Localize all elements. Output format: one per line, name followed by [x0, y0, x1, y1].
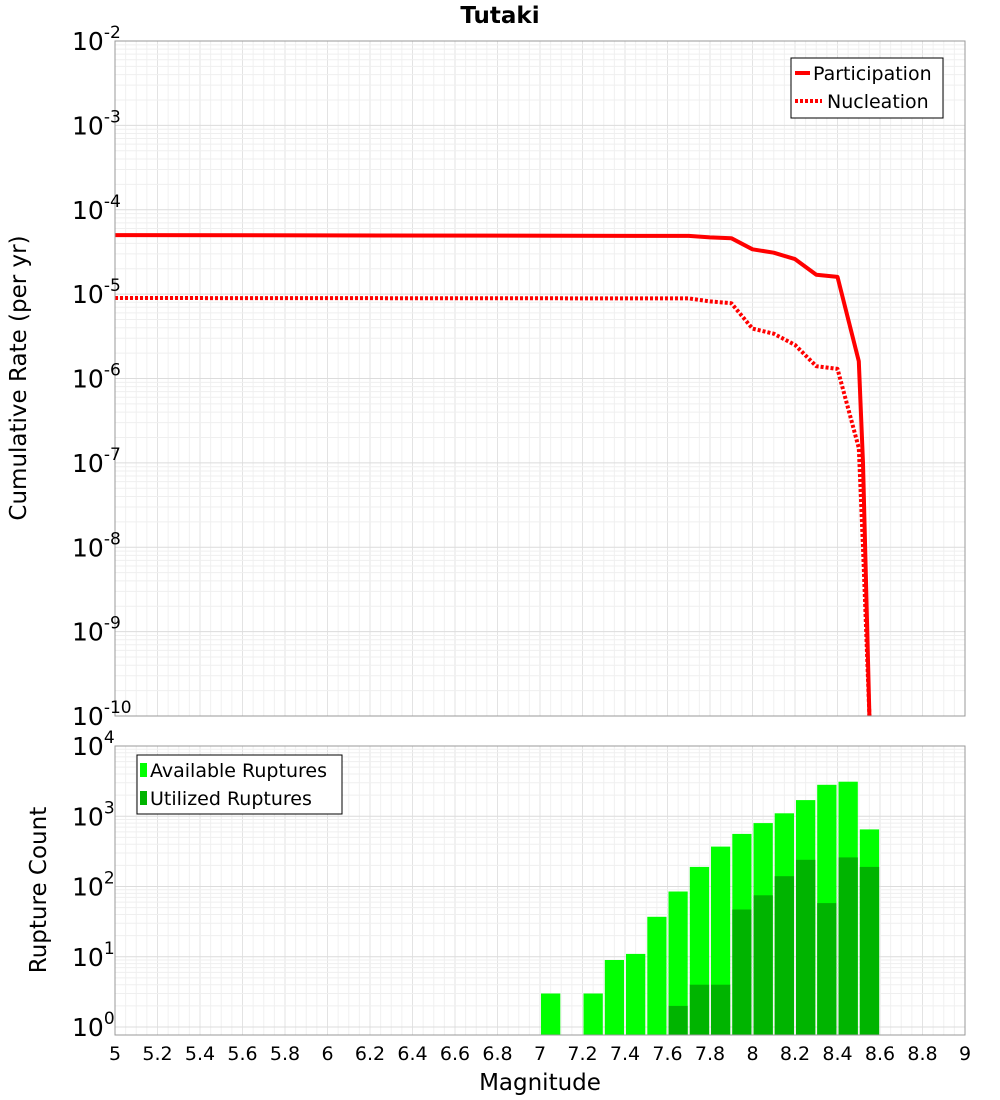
- series-line-nucleation: [114, 296, 872, 717]
- bottom-y-tick-label: 102: [72, 869, 115, 902]
- bar-utilized-ruptures: [711, 984, 731, 1035]
- top-y-tick-label: 10-9: [72, 614, 121, 647]
- bar-available-ruptures: [668, 891, 688, 1035]
- x-tick-label: 7.4: [610, 1043, 640, 1065]
- x-tick-label: 6: [321, 1043, 333, 1065]
- bar-available-ruptures: [626, 953, 646, 1035]
- bar-available-ruptures: [583, 993, 603, 1035]
- x-tick-label: 5.8: [270, 1043, 300, 1065]
- x-tick-label: 7.2: [567, 1043, 597, 1065]
- x-tick-label: 8.8: [907, 1043, 937, 1065]
- x-tick-label: 5.4: [185, 1043, 215, 1065]
- x-tick-label: 6.6: [440, 1043, 470, 1065]
- x-tick-label: 8.6: [865, 1043, 895, 1065]
- bottom-y-tick-label: 100: [72, 1009, 115, 1042]
- bottom-plot-frame: [114, 745, 966, 1036]
- top-legend: Participation Nucleation: [790, 57, 944, 119]
- x-axis-label: Magnitude: [479, 1070, 601, 1096]
- bottom-panel-bars: [541, 781, 880, 1035]
- x-tick-label: 5.2: [142, 1043, 172, 1065]
- bar-utilized-ruptures: [838, 857, 858, 1035]
- bar-utilized-ruptures: [689, 984, 710, 1035]
- bar-utilized-ruptures: [774, 876, 794, 1035]
- x-tick-label: 6.4: [397, 1043, 427, 1065]
- x-tick-label: 8.2: [780, 1043, 810, 1065]
- x-tick-label: 5.6: [227, 1043, 257, 1065]
- bottom-y-axis-label: Rupture Count: [26, 807, 52, 973]
- x-tick-label: 7.6: [652, 1043, 682, 1065]
- top-y-tick-label: 10-2: [72, 23, 121, 56]
- top-y-tick-label: 10-10: [72, 698, 132, 731]
- top-panel-grid: [114, 41, 966, 717]
- bottom-legend-box: [136, 754, 343, 815]
- top-y-tick-label: 10-3: [72, 107, 121, 140]
- top-y-tick-label: 10-8: [72, 529, 121, 562]
- x-tick-label: 6.8: [482, 1043, 512, 1065]
- bar-utilized-ruptures: [796, 859, 816, 1035]
- top-y-tick-label: 10-4: [72, 192, 121, 225]
- x-tick-label: 6.2: [355, 1043, 385, 1065]
- bar-available-ruptures: [647, 916, 667, 1035]
- x-tick-label: 7.8: [695, 1043, 725, 1065]
- top-plot-frame: [114, 40, 966, 717]
- top-y-tick-label: 10-7: [72, 445, 121, 478]
- series-line-participation: [114, 233, 872, 717]
- bottom-y-tick-label: 104: [72, 728, 115, 761]
- top-y-tick-labels: 10-10 10-9 10-8 10-7 10-6 10-5 10-4 10-3 10-2: [72, 23, 132, 731]
- bar-utilized-ruptures: [668, 1005, 688, 1035]
- top-panel-series: [114, 233, 872, 717]
- x-tick-label: 7: [534, 1043, 546, 1065]
- top-legend-box: [790, 57, 944, 119]
- x-tick-label: 5: [109, 1043, 121, 1065]
- top-y-tick-label: 10-5: [72, 276, 121, 309]
- legend-participation-label: Participation: [813, 63, 932, 85]
- top-y-tick-label: 10-6: [72, 361, 121, 394]
- legend-available-swatch: [140, 763, 147, 777]
- bottom-y-tick-label: 103: [72, 798, 115, 831]
- bottom-y-tick-label: 101: [72, 939, 115, 972]
- chart-title: Tutaki: [460, 3, 539, 29]
- legend-nucleation-label: Nucleation: [827, 91, 929, 113]
- x-tick-label: 9: [959, 1043, 971, 1065]
- bottom-y-tick-labels: 100 101 102 103 104: [72, 728, 115, 1042]
- x-tick-label: 8.4: [822, 1043, 852, 1065]
- legend-available-label: Available Ruptures: [150, 760, 327, 782]
- bottom-legend: Available Ruptures Utilized Ruptures: [136, 754, 343, 815]
- bar-utilized-ruptures: [859, 866, 880, 1035]
- bar-utilized-ruptures: [732, 909, 752, 1035]
- bar-available-ruptures: [604, 960, 624, 1035]
- bar-utilized-ruptures: [817, 903, 837, 1035]
- top-y-axis-label: Cumulative Rate (per yr): [6, 235, 32, 520]
- legend-utilized-label: Utilized Ruptures: [150, 788, 312, 810]
- bar-available-ruptures: [541, 993, 561, 1035]
- x-tick-labels: 5 5.2 5.4 5.6 5.8 6 6.2 6.4 6.6 6.8 7 7.2 7.4 7.6 7.8 8…: [109, 1043, 971, 1065]
- legend-utilized-swatch: [140, 791, 147, 805]
- bar-utilized-ruptures: [753, 895, 773, 1035]
- x-tick-label: 8: [746, 1043, 758, 1065]
